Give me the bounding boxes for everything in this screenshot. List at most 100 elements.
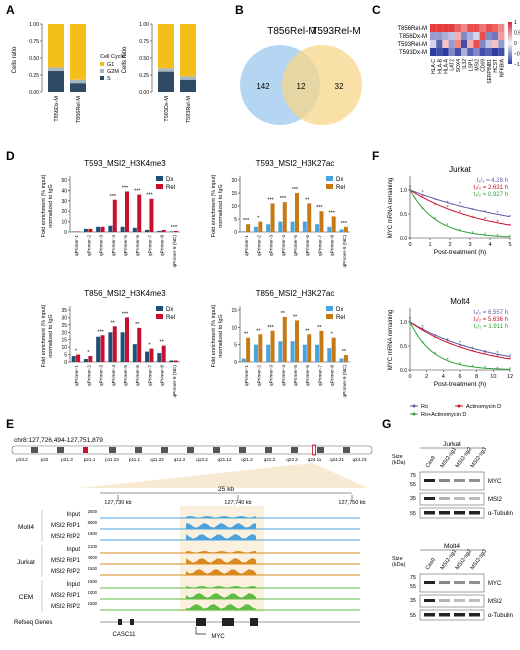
venn-overlap-count: 12 [297,82,306,91]
bar-dx [315,224,320,232]
heatmap-cell [485,48,492,56]
data-point: * [509,215,512,221]
legend-label: Rel [336,315,345,321]
bar-rel [137,194,142,232]
y-tick-label: 15 [61,338,67,344]
significance-stars: * [148,343,151,349]
venn-diagram: T856Rel-M T593Rel-M 142 12 32 [240,26,362,125]
bar-rel [125,191,129,232]
panel-letter-e: E [6,417,14,431]
track-label: MSI2 RIP1 [51,523,81,529]
signal-peak [186,516,256,518]
legend-label: Ro [421,404,428,410]
heatmap-cell [442,40,449,48]
y-tick-label: 1.00 [139,22,149,28]
significance-stars: * [75,349,78,355]
data-point: * [421,341,424,347]
y-tick-label: 10 [61,345,67,351]
heatmap-cell [448,32,455,40]
gene-exon [222,618,234,626]
blot-band [469,599,480,602]
chart-title: Molt4 [450,297,470,306]
data-point: * [421,328,424,334]
blot-band [454,479,465,482]
heatmap-cell [430,48,437,56]
bar-dx [83,359,88,362]
legend-swatch [326,306,333,311]
size-label: Size [392,556,403,562]
x-tick-label: 5 [508,242,511,248]
data-point: * [409,185,412,191]
track-label: Input [67,547,81,553]
significance-stars: ** [342,349,347,355]
x-tick-label: 4 [442,374,445,380]
legend-swatch [326,314,333,319]
heatmap-cell [492,48,499,56]
x-tick-label: 2 [448,242,451,248]
track-range: 1900 [88,531,98,536]
bar-rel [100,226,105,232]
blot-band [424,511,435,515]
x-tick-label: qPrimer-3 [99,365,105,386]
size-marker: 75 [410,473,416,479]
panel-letter-b: B [235,3,244,17]
data-point: * [471,365,474,371]
blot-band [439,599,450,602]
heatmap-col-label: SERPINB1 [487,59,493,84]
blot-band [424,497,435,500]
data-point: * [459,229,462,235]
blot-band [439,613,450,617]
band-label: q22.2 [264,457,276,462]
y-axis-label: Fold enrichment (% input) [41,174,47,237]
heatmap-row-label: T856Rel-M [397,26,427,32]
legend-label: Rel [336,185,345,191]
y-tick-label: 20 [61,209,67,215]
bar-dx [145,351,150,362]
band-label: q12.2 [174,457,186,462]
gene-name: MYC [211,634,225,640]
x-tick-label: qPrimer-5 [293,365,299,386]
significance-stars: *** [292,187,299,193]
track-range: 1000 [88,590,98,595]
data-point: * [471,216,474,222]
significance-stars: * [87,350,90,356]
legend-label: Dx [336,177,343,183]
x-tick-label: qPrimer-7 [317,365,323,386]
signal-peak [186,523,256,529]
y-tick-label: 10 [61,220,67,226]
data-point: * [421,325,424,331]
heatmap-col-label: HCST [493,59,499,73]
legend-swatch [100,76,104,80]
bar-rel [76,231,81,232]
half-life-label: t₁/₂ = 4.28 h [477,178,508,184]
bar-dx [266,224,271,232]
y-tick-label: 0 [64,230,67,236]
data-point: * [509,367,512,373]
decay-curve [409,321,511,357]
heatmap-scale-tick: −1 [514,62,520,68]
data-point: * [459,363,462,369]
cell-line-label: Molt4 [18,524,34,531]
bar-g2m [48,67,64,71]
band-label: p22 [41,457,49,462]
x-tick-label: qPrimer-5 [123,235,129,256]
heatmap-cell [442,48,449,56]
y-tick-label: 0.5 [400,212,407,218]
heatmap-cell [454,32,461,40]
bar-dx [241,231,246,232]
bar-rel [343,226,348,232]
data-point: * [434,352,437,358]
y-tick-label: 0.00 [139,90,149,96]
bar-rel [173,360,178,362]
bar-rel [112,326,117,362]
ideogram-band [239,447,246,453]
significance-stars: *** [280,196,287,202]
heatmap-cell [492,24,499,32]
data-point: * [434,337,437,343]
track-range: 1500 [88,601,98,606]
chart-title: T856_MSI2_H3K27ac [256,289,335,298]
chart-title: T593_MSI2_H3K27ac [256,159,335,168]
bar-g1 [48,24,64,68]
significance-stars: *** [171,225,178,231]
